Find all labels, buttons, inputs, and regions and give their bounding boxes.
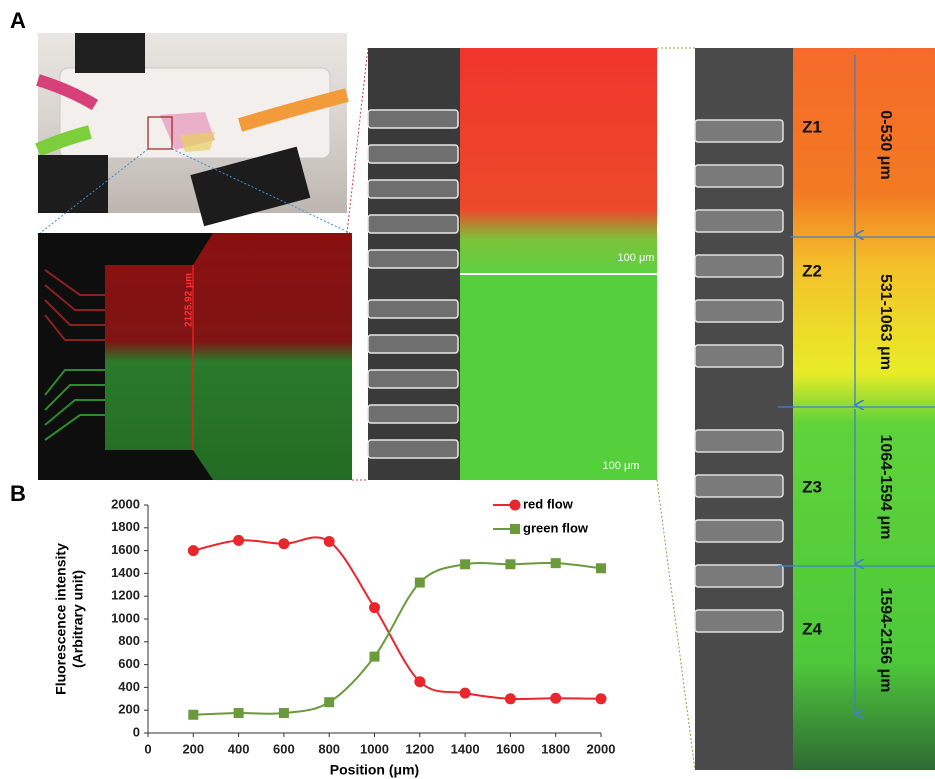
data-point [188,710,198,720]
legend-label: green flow [523,520,589,535]
length-label: 2125.92 μm [184,273,195,327]
chart: 0 200 400 600 800 1000 1200 1400 1600 1800 2000 0 20… [53,496,616,777]
data-point [460,688,471,699]
zone-range: 531-1063 μm [877,274,894,370]
y-tick-label: 800 [118,633,140,648]
data-point [279,708,289,718]
y-axis-label: Fluorescence intensity [53,543,69,695]
y-tick-label: 400 [118,679,140,694]
data-point [505,693,516,704]
panel-label: B [10,481,26,506]
data-point [415,578,425,588]
x-tick-label: 1400 [451,741,480,756]
data-point [369,602,380,613]
data-point [234,708,244,718]
zone-range: 1594-2156 μm [877,588,894,693]
y-tick-label: 1200 [111,588,140,603]
data-point [370,652,380,662]
data-point [324,536,335,547]
x-tick-label: 200 [182,741,204,756]
scale-bar: 100 μm [603,460,640,472]
legend-marker [510,524,520,534]
data-point [596,563,606,573]
data-point [324,697,334,707]
y-tick-label: 0 [133,724,140,739]
data-point [596,693,607,704]
zone-range: 0-530 μm [877,110,894,179]
zone-name: Z1 [802,117,822,136]
x-tick-label: 1000 [360,741,389,756]
figure: A B 2125.92 μm 100 μm 100 μm Z10-530 [0,0,935,779]
x-tick-label: 600 [273,741,295,756]
x-tick-label: 400 [228,741,250,756]
zone-image [695,48,935,770]
y-tick-label: 600 [118,656,140,671]
x-tick-label: 0 [144,741,151,756]
device-photo [38,33,347,226]
series-line [193,563,601,715]
zone-range: 1064-1594 μm [877,435,894,540]
x-tick-label: 1800 [541,741,570,756]
y-tick-label: 1000 [111,610,140,625]
x-tick-label: 2000 [587,741,616,756]
legend-marker [510,500,521,511]
scale-bar: 100 μm [618,252,655,264]
data-point [551,558,561,568]
connector [657,480,695,770]
zone-name: Z4 [802,619,822,638]
data-point [550,693,561,704]
channel-closeup [368,48,657,480]
zone-name: Z3 [802,477,822,496]
y-tick-label: 1400 [111,565,140,580]
data-point [460,559,470,569]
data-point [278,538,289,549]
y-tick-label: 1600 [111,542,140,557]
data-point [505,559,515,569]
data-point [233,535,244,546]
legend-label: red flow [523,496,574,511]
y-axis-label: (Arbitrary unit) [70,570,86,668]
connector [347,48,368,233]
x-tick-label: 1600 [496,741,525,756]
data-point [414,676,425,687]
data-point [188,545,199,556]
y-tick-label: 1800 [111,519,140,534]
x-axis-label: Position (μm) [330,762,419,778]
panel-label: A [10,8,26,33]
x-tick-label: 1200 [405,741,434,756]
y-tick-label: 200 [118,702,140,717]
chip-fluorescence [38,233,352,480]
zone-name: Z2 [802,261,822,280]
x-tick-label: 800 [318,741,340,756]
y-tick-label: 2000 [111,496,140,511]
